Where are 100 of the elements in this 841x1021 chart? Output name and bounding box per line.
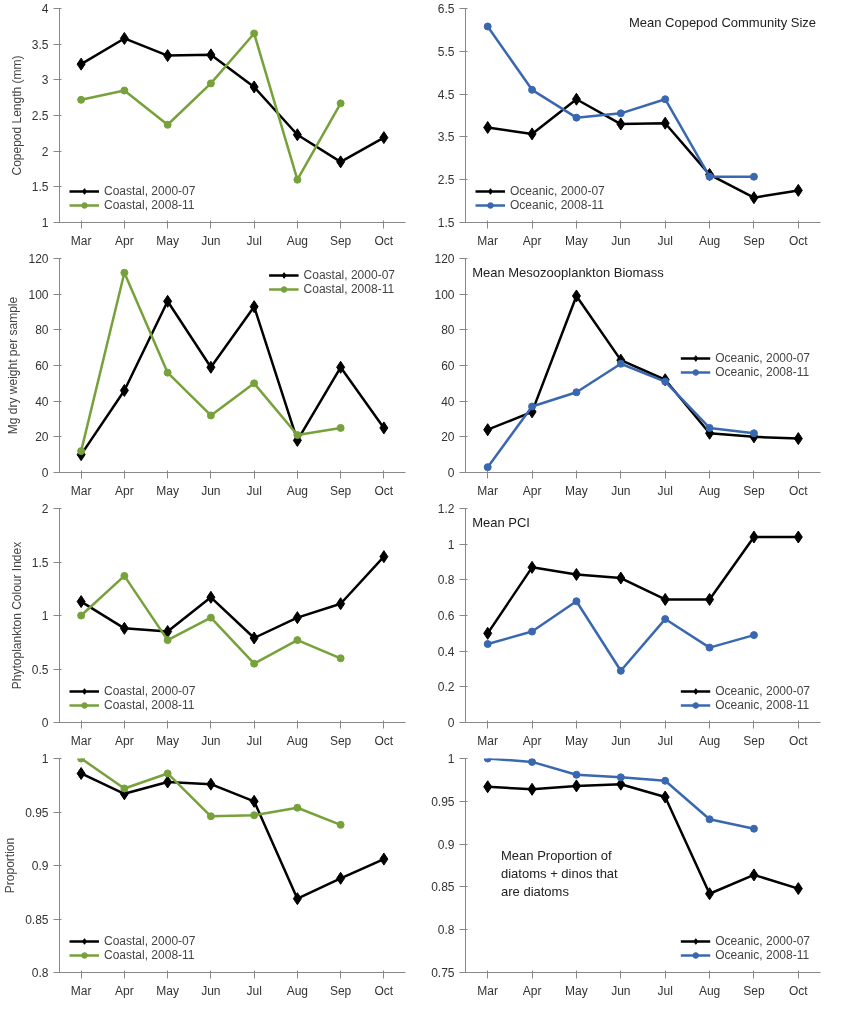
x-tick-label: Jun bbox=[201, 233, 221, 248]
x-tick-label: May bbox=[156, 233, 179, 248]
x-tick-label: Apr bbox=[115, 983, 134, 998]
x-tick-label: Oct bbox=[788, 733, 809, 748]
legend-label: Oceanic, 2000-07 bbox=[715, 684, 810, 698]
x-tick-label: May bbox=[565, 983, 588, 998]
text: Mean Mesozooplankton Biomass bbox=[472, 264, 665, 280]
y-tick-label: 0.75 bbox=[431, 966, 455, 980]
text: Mean Proportion of diatoms + dinos that are diatoms bbox=[501, 848, 619, 900]
x-tick-label: Sep bbox=[743, 733, 765, 748]
x-tick-label: Mar bbox=[70, 733, 92, 748]
x-tick-label: Sep bbox=[743, 233, 765, 248]
x-tick-label: Aug bbox=[286, 483, 309, 498]
y-tick-label: 0 bbox=[447, 716, 455, 730]
y-tick-label: 0.8 bbox=[31, 966, 49, 980]
x-tick-label: Jul bbox=[657, 483, 673, 498]
x-tick-label: May bbox=[565, 733, 588, 748]
legend-label: Coastal, 2000-07 bbox=[303, 268, 395, 282]
x-tick-label: Jul bbox=[246, 983, 262, 998]
x-tick-label: May bbox=[156, 483, 179, 498]
y-tick-label: 80 bbox=[441, 323, 455, 338]
x-tick-label: Mar bbox=[477, 733, 499, 748]
text: Mean Copepod Community Size bbox=[628, 14, 817, 30]
x-tick-label: Jun bbox=[611, 483, 631, 498]
y-tick-label: 20 bbox=[441, 430, 455, 445]
y-tick-label: 1 bbox=[447, 752, 455, 766]
y-tick-label: 1 bbox=[41, 216, 49, 230]
x-tick-label: Mar bbox=[70, 483, 92, 498]
x-tick-label: Oct bbox=[788, 983, 809, 998]
y-tick-label: 1.2 bbox=[437, 502, 455, 516]
y-tick-label: 120 bbox=[28, 252, 49, 266]
x-tick-label: Mar bbox=[477, 483, 499, 498]
y-tick-label: 1.5 bbox=[31, 555, 49, 570]
x-tick-label: Sep bbox=[743, 483, 765, 498]
y-axis-title: Proportion bbox=[3, 837, 18, 894]
y-tick-label: 1.5 bbox=[437, 216, 455, 230]
y-tick-label: 60 bbox=[441, 359, 455, 373]
y-tick-label: 1 bbox=[41, 752, 49, 766]
x-tick-label: Jul bbox=[657, 983, 673, 998]
y-tick-label: 0.95 bbox=[431, 794, 455, 809]
y-tick-label: 2.5 bbox=[437, 173, 455, 188]
legend-label: Coastal, 2008-11 bbox=[104, 698, 195, 712]
legend-label: Oceanic, 2008-11 bbox=[715, 698, 810, 712]
x-tick-label: Jul bbox=[246, 733, 262, 748]
x-tick-label: May bbox=[156, 733, 179, 748]
y-tick-label: 0 bbox=[41, 716, 49, 730]
legend-label: Coastal, 2000-07 bbox=[104, 184, 196, 198]
y-tick-label: 0.8 bbox=[437, 573, 455, 588]
y-tick-label: 5.5 bbox=[437, 44, 455, 59]
y-tick-label: 2 bbox=[41, 502, 49, 516]
y-tick-label: 0.4 bbox=[437, 644, 455, 659]
x-tick-label: Sep bbox=[743, 983, 765, 998]
y-tick-label: 0.2 bbox=[437, 680, 455, 695]
x-tick-label: Aug bbox=[698, 733, 721, 748]
y-tick-label: 0.5 bbox=[31, 662, 49, 677]
y-tick-label: 4.5 bbox=[437, 87, 455, 102]
legend-label: Oceanic, 2000-07 bbox=[715, 934, 810, 948]
y-tick-label: 0.95 bbox=[25, 805, 49, 820]
x-tick-label: Jul bbox=[657, 233, 673, 248]
x-tick-label: Oct bbox=[374, 733, 394, 748]
legend-label: Coastal, 2008-11 bbox=[104, 198, 195, 212]
y-tick-label: 6.5 bbox=[437, 2, 455, 16]
x-tick-label: Sep bbox=[329, 733, 352, 748]
y-tick-label: 0.8 bbox=[437, 923, 455, 938]
y-tick-label: 3.5 bbox=[31, 37, 49, 52]
x-tick-label: Aug bbox=[286, 983, 309, 998]
x-tick-label: Sep bbox=[329, 983, 352, 998]
x-tick-label: Jun bbox=[611, 733, 631, 748]
y-tick-label: 120 bbox=[434, 252, 455, 266]
x-tick-label: Jun bbox=[611, 233, 631, 248]
x-tick-label: Oct bbox=[374, 483, 394, 498]
y-tick-label: 80 bbox=[35, 323, 49, 338]
legend-label: Oceanic, 2008-11 bbox=[510, 198, 604, 212]
x-tick-label: Jun bbox=[611, 983, 631, 998]
x-tick-label: Aug bbox=[698, 983, 721, 998]
y-tick-label: 0 bbox=[41, 466, 49, 480]
y-tick-label: 0.9 bbox=[437, 837, 455, 852]
y-tick-label: 3.5 bbox=[437, 130, 455, 145]
x-tick-label: Mar bbox=[70, 233, 92, 248]
x-tick-label: Aug bbox=[698, 233, 721, 248]
y-axis-title: Mg dry weight per sample bbox=[6, 296, 21, 435]
x-tick-label: Jun bbox=[201, 483, 221, 498]
x-tick-label: Apr bbox=[522, 233, 542, 248]
legend-label: Coastal, 2000-07 bbox=[104, 934, 196, 948]
x-tick-label: Mar bbox=[477, 233, 499, 248]
y-tick-label: 2 bbox=[41, 144, 49, 159]
y-tick-label: 2.5 bbox=[31, 109, 49, 123]
legend-label: Oceanic, 2008-11 bbox=[715, 365, 810, 379]
y-tick-label: 4 bbox=[41, 2, 49, 16]
x-tick-label: Sep bbox=[329, 233, 352, 248]
x-tick-label: Sep bbox=[329, 483, 352, 498]
x-tick-label: Mar bbox=[70, 983, 92, 998]
legend-label: Oceanic, 2000-07 bbox=[715, 351, 810, 365]
x-tick-label: Oct bbox=[374, 983, 394, 998]
y-tick-label: 0.6 bbox=[437, 609, 455, 623]
y-tick-label: 0.9 bbox=[31, 859, 49, 873]
y-tick-label: 60 bbox=[35, 359, 49, 373]
x-tick-label: May bbox=[565, 483, 588, 498]
y-tick-label: 1 bbox=[447, 537, 455, 552]
x-tick-label: Aug bbox=[286, 233, 309, 248]
